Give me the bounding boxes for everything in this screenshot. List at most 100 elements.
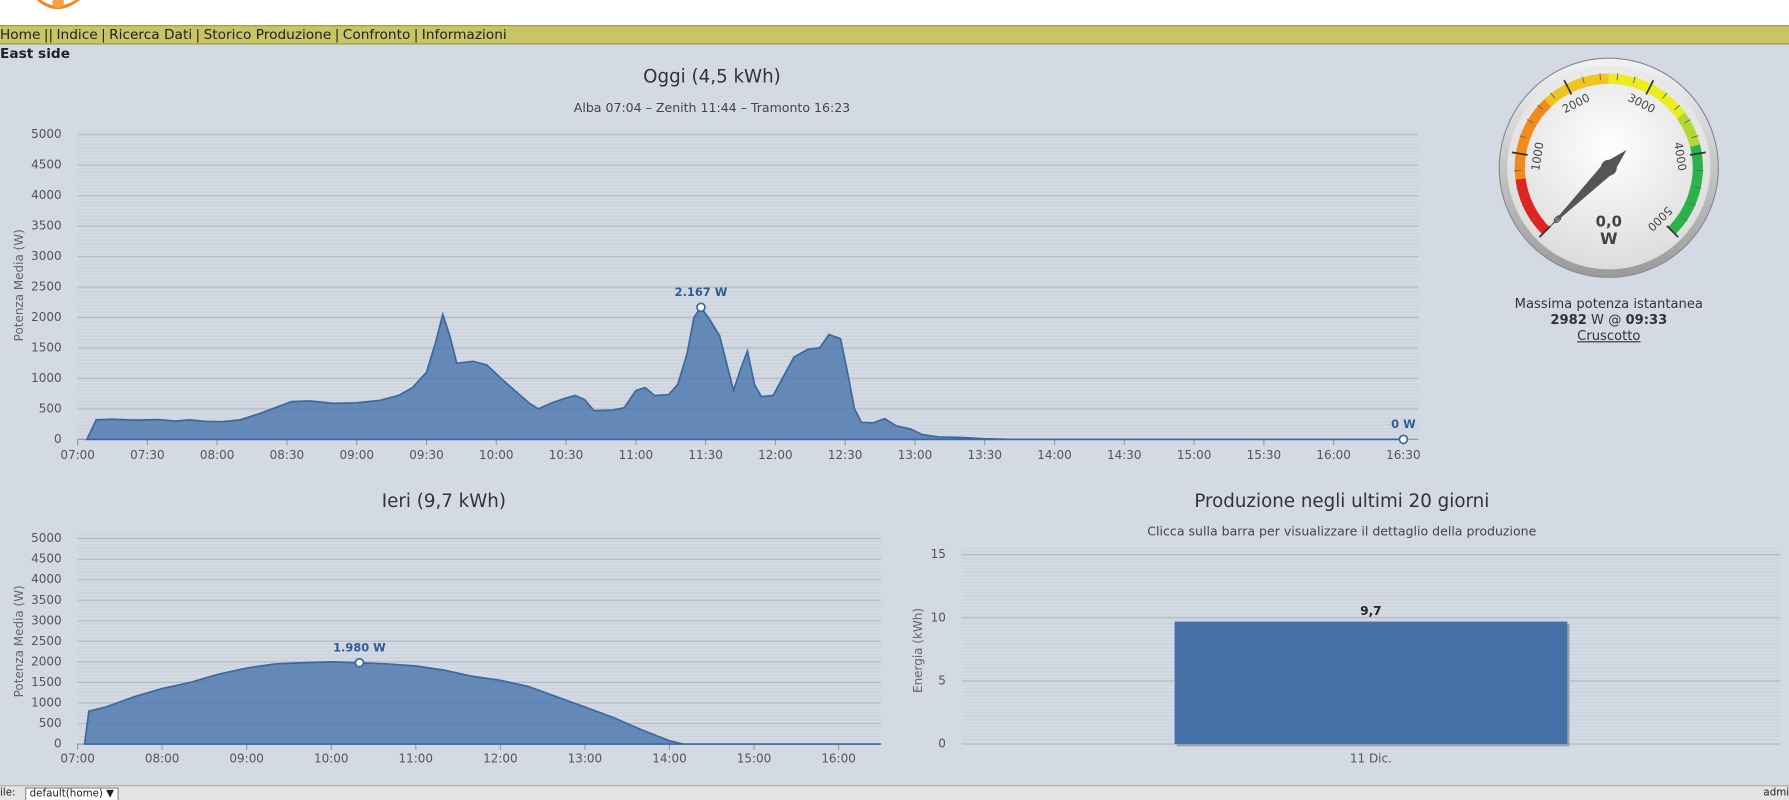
y-axis-label: Energia (kWh)	[911, 608, 925, 693]
gauge-minor-tick	[1521, 202, 1529, 206]
y-tick-label: 5	[938, 673, 946, 687]
header	[0, 0, 1789, 26]
gauge-minor-tick	[1691, 135, 1699, 139]
y-tick-label: 5000	[31, 531, 61, 545]
y-tick-label: 5000	[31, 127, 61, 141]
x-tick-label: 13:30	[967, 448, 1001, 462]
gauge-tick-label: 4000	[1671, 141, 1689, 172]
max-power-line: 2982 W @ 09:33	[1472, 312, 1746, 328]
y-tick-label: 2000	[31, 654, 61, 668]
max-power-unit: W @	[1591, 311, 1622, 328]
style-select[interactable]: default(home) ▼	[25, 787, 119, 800]
y-tick-label: 1500	[31, 340, 61, 354]
y-tick-label: 3500	[31, 219, 61, 233]
gauge-minor-tick	[1681, 216, 1688, 222]
y-tick-label: 500	[39, 716, 62, 730]
gauge-hub	[1600, 159, 1617, 176]
gauge-minor-tick	[1694, 186, 1702, 189]
chart-title: Produzione negli ultimi 20 giorni	[1194, 491, 1489, 512]
x-tick-label: 07:00	[60, 448, 94, 462]
bar[interactable]	[1174, 621, 1568, 745]
max-power-value: 2982	[1550, 311, 1587, 328]
annotation-marker	[1398, 434, 1409, 445]
x-tick-label: 09:30	[409, 448, 443, 462]
x-tick-label: 09:00	[339, 448, 373, 462]
dashboard-link[interactable]: Cruscotto	[1577, 327, 1641, 344]
section-label: East side	[0, 45, 70, 62]
gauge-minor-tick	[1674, 104, 1681, 110]
gauge-minor-tick	[1550, 92, 1556, 99]
area	[83, 661, 881, 745]
gauge-minor-tick	[1616, 73, 1619, 81]
x-tick-label: 16:00	[821, 751, 855, 765]
chart-title: Ieri (9,7 kWh)	[382, 491, 506, 512]
y-tick-label: 4500	[31, 552, 61, 566]
gauge-minor-tick	[1516, 186, 1524, 189]
footer-label: ile:	[0, 787, 16, 799]
x-tick-label: 15:00	[737, 751, 771, 765]
gauge-tick-label: 1000	[1528, 141, 1546, 172]
y-tick-label: 2000	[31, 310, 61, 324]
gauge-minor-tick	[1537, 104, 1544, 110]
x-tick-label: 08:30	[270, 448, 304, 462]
y-tick-label: 1500	[31, 675, 61, 689]
bar-value-label: 9,7	[1360, 604, 1381, 618]
x-tick-label: 12:00	[483, 751, 517, 765]
y-tick-label: 0	[54, 432, 62, 446]
x-tick-label: 08:00	[145, 751, 179, 765]
gauge-minor-tick	[1530, 216, 1537, 222]
x-tick-label: 09:00	[229, 751, 263, 765]
gauge-tick	[1511, 151, 1528, 156]
nav-link[interactable]: Home	[0, 26, 41, 43]
gauge-tick	[1645, 79, 1655, 95]
x-tick-label: 11:30	[688, 448, 722, 462]
nav-link[interactable]: Indice	[56, 26, 98, 43]
chart-subtitle: Clicca sulla barra per visualizzare il d…	[1147, 523, 1536, 538]
nav-link[interactable]: Storico Produzione	[203, 26, 332, 43]
x-tick-label: 14:00	[652, 751, 686, 765]
max-power-time: 09:33	[1625, 311, 1668, 328]
y-tick-label: 2500	[31, 280, 61, 294]
gauge-minor-tick	[1684, 119, 1691, 124]
x-tick-label: 12:00	[758, 448, 792, 462]
logo	[36, 0, 80, 10]
y-tick-label: 1000	[31, 371, 61, 385]
annotation-label: 0 W	[1391, 417, 1416, 431]
x-tick-label: 15:00	[1177, 448, 1211, 462]
annotation-label: 1.980 W	[333, 640, 386, 654]
y-tick-label: 0	[938, 737, 946, 751]
gauge-band	[1544, 73, 1609, 107]
y-axis-label: Potenza Media (W)	[12, 229, 26, 341]
x-tick-label: 08:00	[200, 448, 234, 462]
y-tick-label: 4500	[31, 158, 61, 172]
gauge-minor-tick	[1527, 119, 1534, 124]
nav-link[interactable]: Ricerca Dati	[109, 26, 193, 43]
chart-title: Oggi (4,5 kWh)	[643, 67, 781, 88]
x-tick-label: 07:00	[60, 751, 94, 765]
x-tick-label: 16:00	[1316, 448, 1350, 462]
nav-link[interactable]: Informazioni	[421, 26, 507, 43]
gauge-band	[1676, 112, 1700, 148]
gauge-minor-tick	[1599, 73, 1601, 81]
gauge-band	[1515, 178, 1550, 235]
y-tick-label: 3000	[31, 249, 61, 263]
y-tick-label: 0	[54, 737, 62, 751]
y-tick-label: 15	[931, 547, 946, 561]
chart-subtitle: Alba 07:04 – Zenith 11:44 – Tramonto 16:…	[574, 100, 850, 115]
y-tick-label: 3000	[31, 613, 61, 627]
x-tick-label: 07:30	[130, 448, 164, 462]
x-tick-label: 13:00	[568, 751, 602, 765]
gauge-minor-tick	[1662, 92, 1668, 99]
gauge-band	[1668, 144, 1703, 235]
x-tick-label: 16:30	[1386, 448, 1420, 462]
footer-user: admi	[1763, 787, 1789, 799]
nav-link[interactable]: Confronto	[342, 26, 411, 43]
footer: ile: default(home) ▼ admi	[0, 785, 1789, 800]
gauge-value: 0,0	[1596, 214, 1622, 231]
x-tick-label: 14:00	[1037, 448, 1071, 462]
max-power-label: Massima potenza istantanea	[1514, 295, 1703, 312]
x-tick-label: 10:30	[549, 448, 583, 462]
gauge-minor-tick	[1689, 202, 1696, 206]
